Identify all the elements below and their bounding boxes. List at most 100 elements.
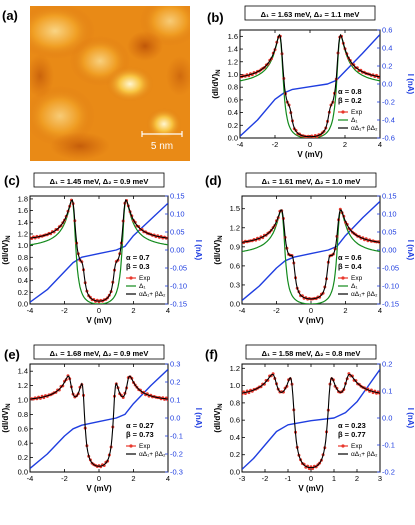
y2-tick-label: 0.15: [170, 192, 185, 201]
y-tick-label: 1.8: [18, 194, 28, 203]
y-tick-label: 0.8: [230, 398, 240, 407]
y2-tick-label: -0.4: [382, 116, 395, 125]
y2-tick-label: 0.2: [170, 378, 180, 387]
x-axis-label: V (mV): [298, 316, 324, 325]
x-axis-label: V (mV): [297, 150, 323, 159]
y-tick-label: 0.4: [230, 433, 240, 442]
y-tick-label: 0.0: [18, 468, 28, 477]
chart-title: Δ₁ = 1.68 meV, Δ₂ = 0.9 meV: [50, 349, 149, 358]
y-tick-label: 0.3: [230, 280, 240, 289]
y-tick-label: 0.6: [230, 416, 240, 425]
title-box: [245, 172, 377, 188]
x-tick-label: 4: [166, 474, 170, 483]
legend-label: Δ₁: [139, 283, 146, 290]
y2-tick-label: 0.0: [382, 414, 392, 423]
legend-label: Exp: [351, 443, 363, 450]
series-delta1-line: [242, 209, 380, 304]
x-axis-label: V (mV): [86, 316, 112, 325]
y-tick-label: 0.2: [18, 288, 28, 297]
scale-bar-label: 5 nm: [151, 141, 173, 152]
legend-label: Exp: [139, 443, 151, 450]
panel-label: (e): [4, 347, 20, 362]
series-combined-line: [242, 209, 380, 300]
legend-label: Exp: [351, 109, 363, 116]
y-tick-label: 0.6: [230, 261, 240, 270]
legend-label: Exp: [351, 275, 363, 282]
series-combined-line: [240, 33, 380, 138]
y-tick-label: 0.4: [18, 439, 28, 448]
param-label: α = 0.7: [126, 253, 150, 262]
y-tick-label: 0.0: [230, 468, 240, 477]
y2-tick-label: -0.1: [382, 441, 395, 450]
param-label: β = 0.2: [338, 96, 362, 105]
chart-title: Δ₁ = 1.45 meV, Δ₂ = 0.9 meV: [50, 177, 149, 186]
x-tick-label: 0: [97, 474, 101, 483]
x-tick-label: 2: [131, 306, 135, 315]
y-tick-label: 1.0: [18, 241, 28, 250]
y2-tick-label: 0.10: [382, 210, 397, 219]
chart-title: Δ₁ = 1.58 meV, Δ₂ = 0.8 meV: [262, 349, 361, 358]
param-label: α = 0.27: [126, 421, 154, 430]
param-label: α = 0.8: [338, 87, 362, 96]
panel-label: (c): [4, 173, 20, 188]
y-tick-label: 0.4: [228, 108, 238, 117]
x-tick-label: -3: [239, 474, 246, 483]
y-tick-label: 0.0: [18, 300, 28, 309]
title-box: [33, 344, 165, 360]
y2-tick-label: -0.2: [382, 468, 395, 477]
param-label: β = 0.4: [338, 262, 362, 271]
legend-label: αΔ₁+ βΔ₂: [139, 291, 166, 298]
y-tick-label: 1.5: [230, 204, 240, 213]
x-tick-label: 3: [378, 474, 382, 483]
series-combined-line: [242, 373, 380, 469]
x-tick-label: 2: [343, 306, 347, 315]
y-axis-label: (dI/dV)N: [1, 235, 12, 264]
x-tick-label: -4: [237, 140, 244, 149]
y2-tick-label: 0.1: [382, 387, 392, 396]
param-label: β = 0.77: [338, 430, 366, 439]
panel-a-label: (a): [2, 8, 18, 23]
legend-label: αΔ₁+ βΔ₂: [351, 291, 378, 298]
x-tick-label: 2: [131, 474, 135, 483]
series-delta1-line: [30, 199, 168, 304]
x-tick-label: -2: [272, 140, 279, 149]
y-tick-label: 0.0: [228, 134, 238, 143]
x-axis-label: V (mV): [86, 484, 112, 493]
legend-label: Δ₁: [351, 117, 358, 124]
y2-tick-label: 0.15: [382, 192, 397, 201]
x-tick-label: 0: [309, 474, 313, 483]
y-tick-label: 1.6: [18, 206, 28, 215]
y-tick-label: 0.2: [18, 453, 28, 462]
y2-tick-label: 0.2: [382, 360, 392, 369]
y-axis-label: (dI/dV)N: [213, 235, 224, 264]
y-tick-label: 0.8: [228, 83, 238, 92]
y2-tick-label: 0.00: [170, 246, 185, 255]
x-tick-label: -4: [239, 306, 246, 315]
legend-label: αΔ₁+ βΔ₂: [351, 451, 378, 458]
y2-tick-label: -0.2: [170, 450, 183, 459]
x-tick-label: -2: [262, 474, 269, 483]
x-tick-label: 0: [308, 140, 312, 149]
y2-tick-label: -0.6: [382, 134, 395, 143]
x-tick-label: 0: [97, 306, 101, 315]
y2-tick-label: -0.10: [382, 282, 399, 291]
y2-tick-label: -0.3: [170, 468, 183, 477]
x-tick-label: 2: [355, 474, 359, 483]
y2-tick-label: -0.10: [170, 282, 187, 291]
y2-tick-label: 0.05: [170, 228, 185, 237]
chart-title: Δ₁ = 1.61 meV, Δ₂ = 1.0 meV: [262, 177, 361, 186]
y-tick-label: 1.0: [230, 381, 240, 390]
y2-tick-label: 0.00: [382, 246, 397, 255]
y-tick-label: 1.6: [228, 32, 238, 41]
title-box: [245, 344, 377, 360]
y2-tick-label: -0.15: [170, 300, 187, 309]
title-box: [244, 5, 376, 21]
y-axis-label: (dI/dV)N: [1, 403, 12, 432]
legend-label: αΔ₁+ βΔ₂: [351, 125, 378, 132]
panel-label: (f): [205, 347, 218, 362]
y-axis-label: (dI/dV)N: [211, 69, 222, 98]
series-delta1-line: [240, 33, 380, 138]
